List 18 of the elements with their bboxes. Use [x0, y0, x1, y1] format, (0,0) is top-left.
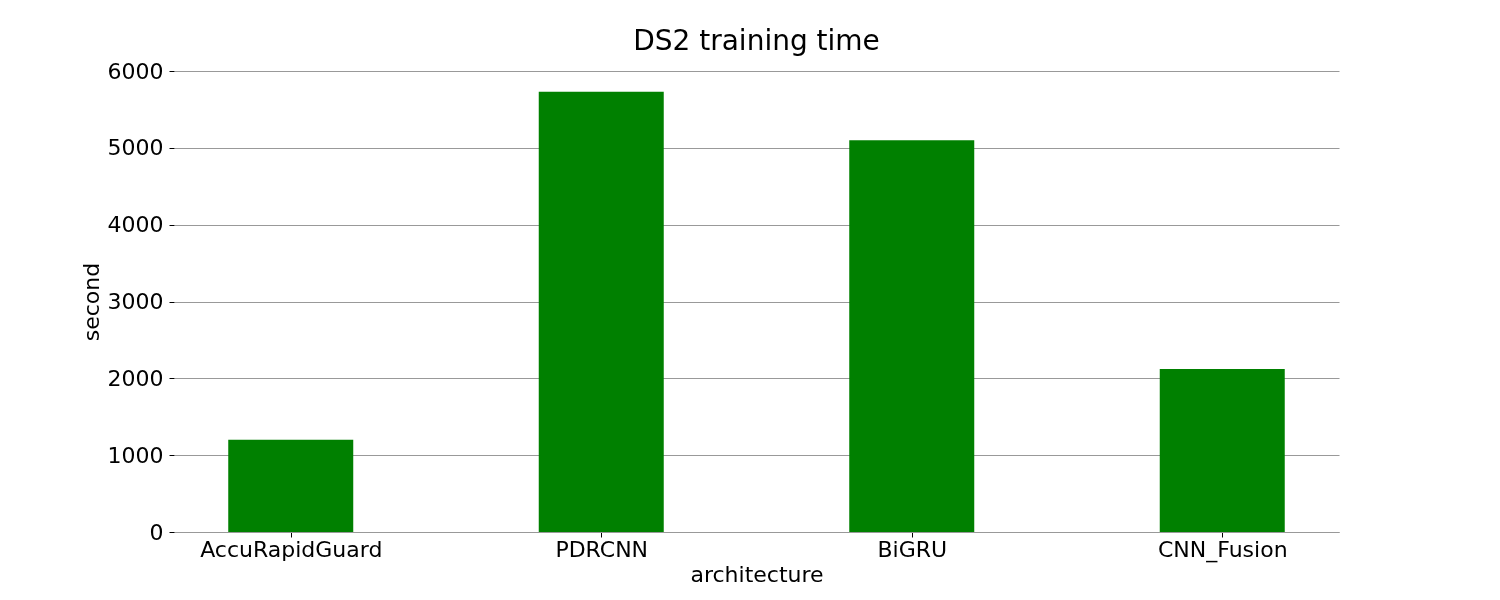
x-axis-title: architecture [690, 561, 824, 587]
x-tick-label: BiGRU [877, 536, 948, 562]
x-tick-label: AccuRapidGuard [200, 536, 383, 562]
y-tick-label: 3000 [107, 289, 164, 314]
y-tick-label: 4000 [107, 212, 164, 238]
bar [1159, 369, 1285, 532]
y-tick-label: 0 [149, 519, 164, 545]
chart-title: DS2 training time [633, 24, 880, 57]
bar [849, 140, 975, 532]
x-tick-label: CNN_Fusion [1157, 536, 1288, 563]
y-axis-title: second [78, 262, 104, 342]
y-tick-label: 2000 [107, 365, 164, 391]
bar [538, 91, 664, 532]
x-tick-label: PDRCNN [555, 536, 649, 562]
bar [228, 439, 354, 532]
y-tick-label: 5000 [107, 135, 164, 161]
y-tick-label: 1000 [107, 442, 164, 468]
y-tick-label: 6000 [107, 58, 164, 84]
